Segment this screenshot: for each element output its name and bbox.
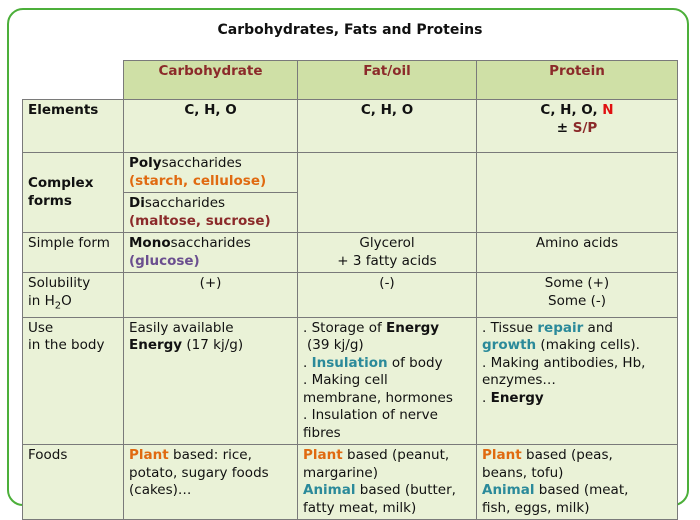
label-use-line2: in the body — [28, 337, 105, 354]
solubility-carb: (+) — [123, 272, 298, 318]
label-elements: Elements — [22, 99, 124, 153]
row-foods: Foods Plant based: rice, potato, sugary … — [22, 444, 678, 520]
foods-fat-line4: fatty meat, milk) — [303, 499, 417, 516]
use-fat-s3-line1: . Making cell — [303, 372, 388, 389]
foods-fat: Plant based (peanut, margarine) Animal b… — [297, 444, 477, 520]
header-row: Carbohydrate Fat/oil Protein — [22, 60, 678, 100]
mono-example: (glucose) — [129, 252, 200, 269]
label-simple: Simple form — [22, 232, 124, 273]
use-fat: . Storage of Energy (39 kj/g) . Insulati… — [297, 316, 477, 446]
foods-protein-line2: beans, tofu) — [482, 464, 564, 481]
elements-protein: C, H, O, N ± S/P — [476, 99, 678, 153]
use-protein-energy: Energy — [490, 389, 544, 406]
mono-prefix: Mono — [129, 235, 171, 251]
use-carb-value: (17 kj/g) — [182, 337, 244, 354]
label-use-line1: Use — [28, 319, 54, 336]
di-rest: saccharides — [144, 195, 226, 211]
simple-fat-line2: + 3 fatty acids — [337, 252, 437, 269]
use-protein-growth: growth — [482, 337, 537, 354]
solubility-protein-line1: Some (+) — [544, 275, 610, 291]
elements-protein-pm: ± — [556, 119, 573, 136]
use-protein: . Tissue repair and growth (making cells… — [476, 316, 678, 446]
use-protein-s2-line1: . Making antibodies, Hb, — [482, 354, 646, 371]
use-carb-line1: Easily available — [129, 319, 234, 336]
simple-carb: Monosaccharides (glucose) — [123, 232, 298, 273]
row-simple: Simple form Monosaccharides (glucose) Gl… — [22, 232, 678, 273]
row-complex: Complex forms Polysaccharides (starch, c… — [22, 152, 678, 233]
label-foods: Foods — [22, 444, 124, 520]
foods-fat-animal: Animal — [303, 482, 356, 499]
elements-fat: C, H, O — [297, 99, 477, 153]
use-carb: Easily available Energy (17 kj/g) — [123, 316, 298, 446]
use-fat-s3-line2: membrane, hormones — [303, 389, 453, 406]
elements-protein-sp: S/P — [572, 119, 598, 136]
foods-fat-plant: Plant — [303, 447, 343, 464]
label-solubility: Solubility in H2O — [22, 272, 124, 318]
simple-fat-line1: Glycerol — [359, 235, 415, 251]
use-fat-insulation: Insulation — [311, 354, 388, 371]
foods-protein-plant: Plant — [482, 447, 522, 464]
simple-protein: Amino acids — [476, 232, 678, 273]
foods-protein: Plant based (peas, beans, tofu) Animal b… — [476, 444, 678, 520]
foods-carb: Plant based: rice, potato, sugary foods … — [123, 444, 298, 520]
complex-carb: Polysaccharides (starch, cellulose) Disa… — [123, 152, 298, 233]
use-fat-value: (39 kj/g) — [307, 337, 364, 354]
poly-rest: saccharides — [161, 155, 242, 171]
label-solubility-line1: Solubility — [28, 275, 91, 291]
complex-protein — [476, 152, 678, 233]
label-complex-line2: forms — [28, 192, 72, 209]
foods-protein-line4: fish, eggs, milk) — [482, 499, 590, 516]
header-protein: Protein — [476, 60, 678, 100]
label-complex: Complex forms — [22, 152, 124, 233]
use-fat-s4-line2: fibres — [303, 424, 341, 441]
complex-fat — [297, 152, 477, 233]
elements-protein-main: C, H, O, — [540, 102, 603, 118]
poly-examples: (starch, cellulose) — [129, 172, 267, 189]
solubility-protein-line2: Some (-) — [548, 292, 606, 309]
solubility-fat: (-) — [297, 272, 477, 318]
corner-cell — [22, 60, 124, 100]
row-solubility: Solubility in H2O (+) (-) Some (+) Some … — [22, 272, 678, 318]
di-prefix: Di — [129, 195, 145, 211]
foods-carb-line2: potato, sugary foods — [129, 464, 269, 481]
foods-carb-plant: Plant — [129, 447, 169, 464]
use-fat-s4-line1: . Insulation of nerve — [303, 407, 438, 424]
header-fat: Fat/oil — [297, 60, 477, 100]
comparison-table: Carbohydrate Fat/oil Protein Elements C,… — [22, 60, 678, 520]
elements-carb: C, H, O — [123, 99, 298, 153]
label-use: Use in the body — [22, 316, 124, 446]
foods-fat-line2: margarine) — [303, 464, 379, 481]
foods-protein-animal: Animal — [482, 482, 535, 499]
page-title: Carbohydrates, Fats and Proteins — [217, 22, 483, 38]
label-solubility-line2: in H2O — [28, 292, 72, 312]
mono-rest: saccharides — [170, 235, 251, 251]
header-carbohydrate: Carbohydrate — [123, 60, 298, 100]
use-protein-repair: repair — [537, 319, 584, 336]
simple-fat: Glycerol + 3 fatty acids — [297, 232, 477, 273]
poly-prefix: Poly — [129, 155, 162, 171]
elements-protein-n: N — [602, 102, 614, 118]
use-fat-energy: Energy — [386, 319, 440, 336]
label-complex-line1: Complex — [28, 175, 94, 191]
use-protein-s2-line2: enzymes… — [482, 372, 556, 389]
use-carb-energy: Energy — [129, 337, 183, 354]
foods-carb-line3: (cakes)… — [129, 482, 192, 499]
solubility-protein: Some (+) Some (-) — [476, 272, 678, 318]
di-examples: (maltose, sucrose) — [129, 212, 271, 229]
row-elements: Elements C, H, O C, H, O C, H, O, N ± S/… — [22, 99, 678, 153]
row-use: Use in the body Easily available Energy … — [22, 316, 678, 446]
